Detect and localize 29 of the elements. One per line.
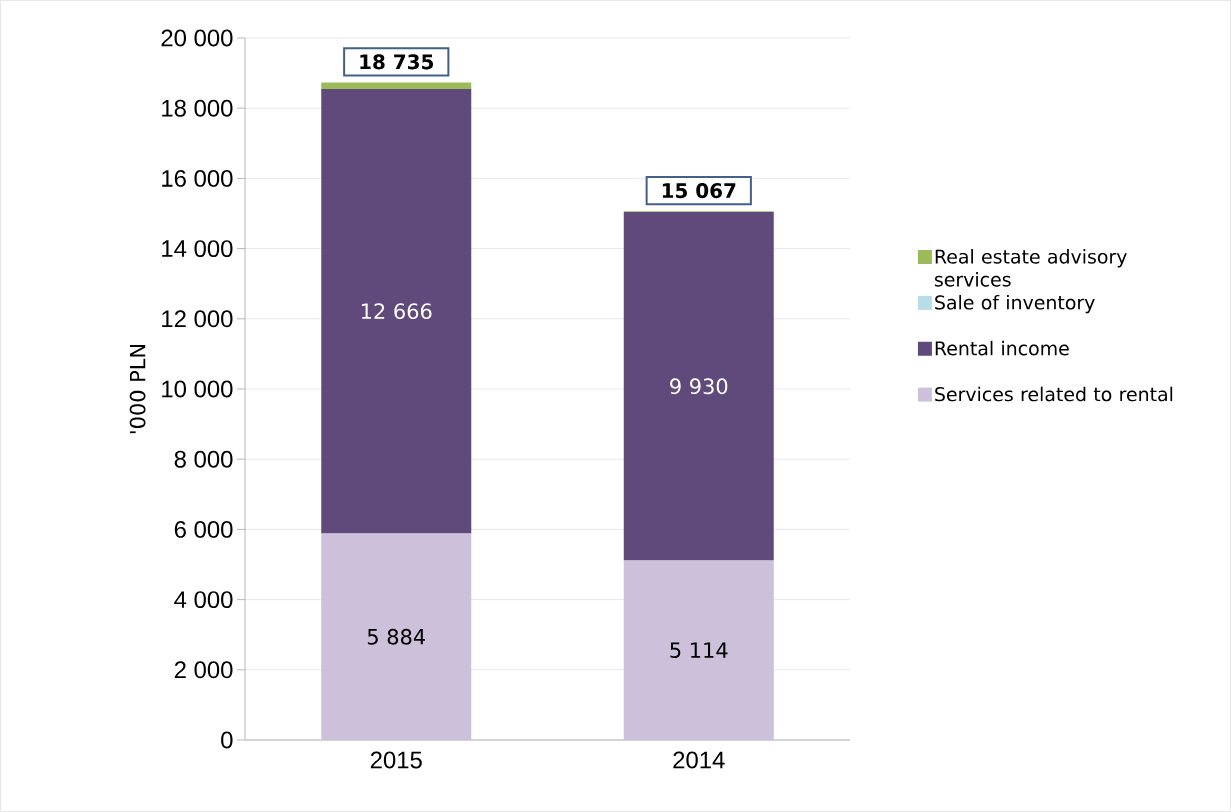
y-tick-label: 2 000 (174, 661, 233, 679)
data-label: 9 930 (670, 378, 728, 395)
legend-label: Real estate advisory services (934, 249, 1127, 287)
bar (321, 88, 472, 534)
y-tick-label: 8 000 (174, 450, 233, 468)
y-tick-label: 16 000 (162, 169, 233, 187)
y-tick-label: 14 000 (162, 240, 233, 258)
y-tick-label: 6 000 (174, 520, 233, 538)
legend-label: Sale of inventory (935, 294, 1095, 314)
bar (623, 560, 774, 740)
y-axis-title: '000 PLN (129, 344, 146, 434)
total-label: 15 067 (662, 183, 736, 199)
x-tick-label: 2014 (673, 751, 725, 769)
x-tick-label: 2015 (370, 751, 422, 769)
legend-label: Services related to rental (935, 386, 1173, 402)
y-tick-label: 4 000 (174, 591, 233, 609)
legend-label: Rental income (935, 340, 1069, 356)
data-label: 12 666 (361, 303, 432, 320)
y-tick-label: 0 (221, 731, 233, 749)
bar (321, 533, 472, 740)
total-label: 18 735 (360, 54, 433, 70)
bar (321, 82, 472, 89)
bar (623, 211, 774, 561)
y-tick-label: 12 000 (162, 310, 233, 328)
data-label: 5 114 (670, 642, 728, 659)
y-tick-label: 20 000 (161, 29, 233, 47)
y-tick-label: 18 000 (162, 99, 233, 117)
y-tick-label: 10 000 (162, 380, 233, 398)
data-label: 5 884 (367, 628, 425, 645)
